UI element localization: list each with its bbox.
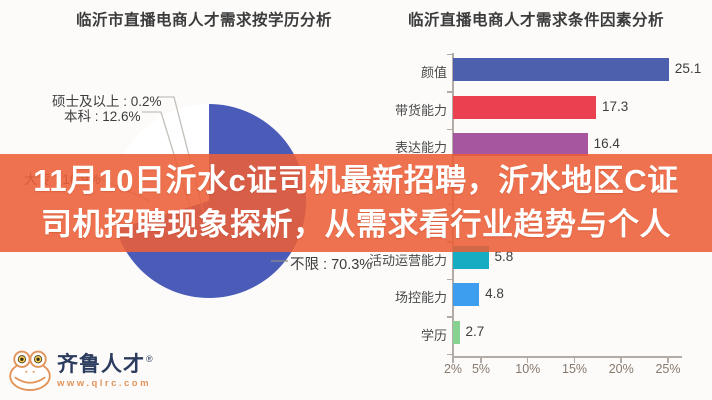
- x-axis-tick: [620, 358, 622, 363]
- x-axis-tick: [667, 358, 669, 363]
- bar-3: [453, 133, 588, 156]
- bar-category-label: 学历: [420, 327, 447, 343]
- registered-trademark-icon: ®: [146, 354, 153, 364]
- bar-category-label: 活动运营能力: [368, 252, 447, 268]
- bar-value-label: 17.3: [602, 98, 629, 114]
- x-axis-tick-label: 10%: [515, 362, 541, 376]
- y-axis-tick: [447, 91, 453, 93]
- headline-banner: 11月10日沂水c证司机最新招聘，沂水地区C证 司机招聘现象探析，从需求看行业趋…: [0, 154, 712, 252]
- headline-line-2: 司机招聘现象探析，从需求看行业趋势与个人: [41, 207, 671, 242]
- bar-5: [453, 283, 480, 306]
- bar-category-label: 带货能力: [394, 102, 447, 118]
- bar-value-label: 4.8: [485, 286, 504, 301]
- qlrc-frog-icon: [9, 350, 51, 392]
- bar-value-label: 5.8: [494, 248, 514, 264]
- x-axis-tick-label: 2%: [443, 362, 463, 376]
- logo-brand-name: 齐鲁人才: [57, 353, 145, 376]
- bar-chart-x-axis: [452, 356, 682, 358]
- bar-value-label: 25.1: [674, 61, 702, 76]
- qlrc-logo: 齐鲁人才 ® www.qlrc.com: [8, 348, 153, 394]
- x-axis-tick-label: 25%: [655, 362, 681, 376]
- x-axis-tick: [480, 358, 482, 363]
- bar-chart-title: 临沂直播电商人才需求条件因素分析: [407, 12, 664, 29]
- bar-value-label: 2.7: [465, 323, 485, 339]
- y-axis-tick: [447, 53, 453, 55]
- x-axis-tick: [526, 358, 529, 363]
- bar-category-label: 表达能力: [394, 140, 447, 155]
- logo-website: www.qlrc.com: [57, 378, 152, 389]
- x-axis-tick-label: 5%: [471, 362, 491, 376]
- pie-slice-label-4: 不限 : 70.3%: [290, 257, 373, 273]
- bar-2: [453, 95, 597, 119]
- pie-slice-label-1: 硕士及以上 : 0.2%: [52, 94, 162, 109]
- x-axis-tick-label: 20%: [608, 362, 634, 376]
- bar-value-label: 16.4: [593, 136, 620, 151]
- pie-chart-title: 临沂市直播电商人才需求按学历分析: [75, 12, 332, 29]
- headline-line-1: 11月10日沂水c证司机最新招聘，沂水地区C证: [33, 163, 679, 198]
- logo-text-block: 齐鲁人才 ® www.qlrc.com: [57, 348, 153, 390]
- x-axis-tick: [573, 358, 576, 363]
- pie-slice-label-2: 本科 : 12.6%: [64, 109, 141, 124]
- x-axis-tick-label: 15%: [562, 362, 588, 376]
- bar-6: [453, 320, 460, 344]
- y-axis-tick: [447, 316, 453, 318]
- bar-category-label: 场控能力: [394, 290, 447, 305]
- x-axis-tick: [452, 358, 454, 363]
- bar-1: [453, 58, 669, 81]
- bar-category-label: 颜值: [420, 65, 447, 80]
- y-axis-tick: [447, 128, 453, 130]
- y-axis-tick: [447, 353, 453, 355]
- y-axis-tick: [447, 278, 453, 280]
